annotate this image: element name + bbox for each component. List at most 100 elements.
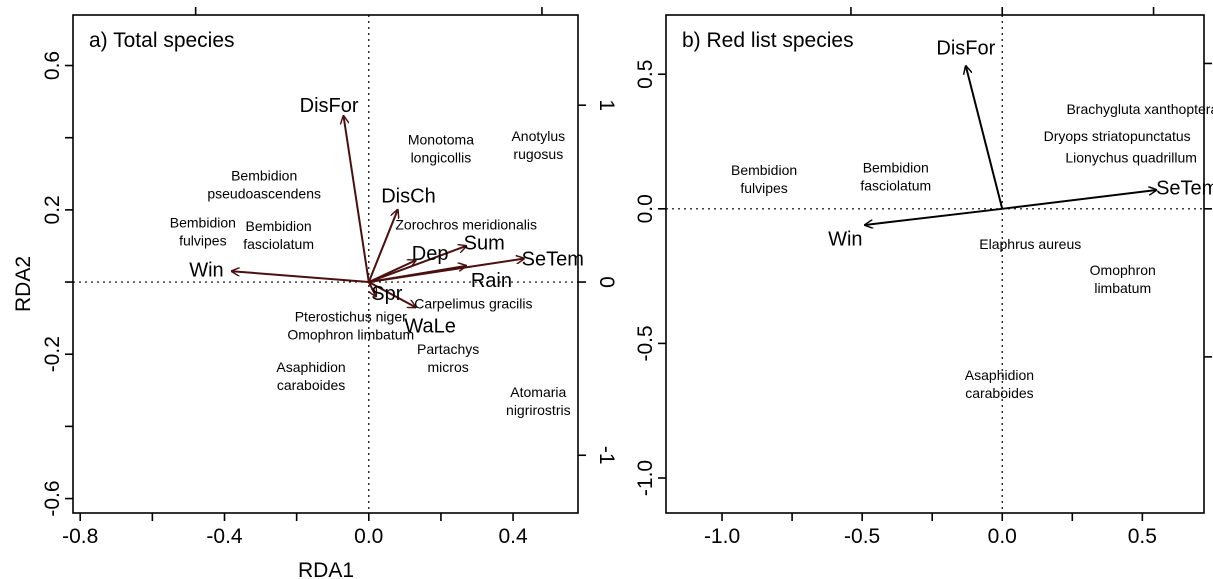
species-label-line: Asaphidion xyxy=(276,359,345,375)
x-tick-label: 0.4 xyxy=(498,525,528,548)
arrow-wale xyxy=(368,281,416,307)
y-tick-label: 0.0 xyxy=(634,194,657,223)
species-label-line: Lionychus quadrillum xyxy=(1065,150,1197,166)
x-tick-label: -0.5 xyxy=(844,525,880,548)
arrow-label-disch: DisCh xyxy=(381,185,435,207)
right-tick-label: 0 xyxy=(595,276,618,288)
species-label: Bembidion fulvipes xyxy=(170,215,236,249)
arrow-label-setem: SeTem xyxy=(1156,177,1213,199)
species-label: Partachys micros xyxy=(417,341,479,375)
x-axis-label: RDA1 xyxy=(298,559,354,579)
x-tick-label: 0.0 xyxy=(354,525,383,548)
y-tick-label: -0.5 xyxy=(634,325,657,361)
species-label: Dryops striatopunctatus xyxy=(1044,128,1191,144)
species-label-line: Monotoma xyxy=(408,132,474,148)
species-label-line: Omophron limbatum xyxy=(287,326,414,342)
species-label: Pterostichus niger Omophron limbatum xyxy=(287,308,414,342)
species-label-line: nigrirostris xyxy=(506,402,571,418)
arrow-win xyxy=(865,207,1003,225)
species-label-line: Omophron xyxy=(1090,262,1156,278)
arrow-label-win: Win xyxy=(189,259,223,281)
species-label-line: longicollis xyxy=(411,150,472,166)
arrow-setem xyxy=(1002,190,1156,210)
species-label-line: micros xyxy=(428,359,469,375)
panel-title: b) Red list species xyxy=(682,29,854,52)
species-label: Bembidion pseudoascendens xyxy=(207,168,321,202)
x-tick-label: -1.0 xyxy=(704,525,740,548)
species-label-line: Dryops striatopunctatus xyxy=(1044,128,1191,144)
species-label: Brachygluta xanthoptera xyxy=(1066,101,1213,117)
arrow-label-disfor: DisFor xyxy=(936,37,995,59)
y-tick-label: 0.6 xyxy=(41,51,64,80)
species-label: Elaphrus aureus xyxy=(979,236,1081,252)
panel-b-red-list-species: b) Red list species -1.0 -0.5 0.0 0.5 -1.0 -0… xyxy=(634,7,1213,548)
origin-lines xyxy=(666,15,1204,513)
species-label-line: Zorochros meridionalis xyxy=(395,216,537,232)
right-tick-label: -1 xyxy=(595,446,618,465)
origin-lines xyxy=(73,15,578,513)
species-label-line: Bembidion xyxy=(863,160,929,176)
arrow-label-setem: SeTem xyxy=(522,249,584,271)
species-label-line: Partachys xyxy=(417,341,479,357)
arrow-sum xyxy=(368,246,466,283)
y-tick-label: -1.0 xyxy=(634,460,657,496)
panel-a-total-species: a) Total species RDA1 RDA2 -0.8 -0.4 0.0 0.… xyxy=(12,7,618,579)
x-tick-label: 0.5 xyxy=(1128,525,1157,548)
species-label-line: Bembidion xyxy=(731,162,797,178)
species-label-line: Brachygluta xanthoptera xyxy=(1066,101,1213,117)
species-label-line: Atomaria xyxy=(510,384,566,400)
species-label-line: Asaphidion xyxy=(965,367,1034,383)
arrow-label-rain: Rain xyxy=(471,270,512,292)
species-label-line: fasciolatum xyxy=(860,178,931,194)
arrows-layer xyxy=(865,66,1156,225)
arrow-label-spr: Spr xyxy=(371,283,402,305)
arrow-label-wale: WaLe xyxy=(404,315,456,337)
species-label: Atomaria nigrirostris xyxy=(506,384,571,418)
species-label-line: Elaphrus aureus xyxy=(979,236,1081,252)
x-tick-label: -0.4 xyxy=(206,525,243,548)
arrow-disch xyxy=(367,210,398,283)
species-label-line: fasciolatum xyxy=(243,236,314,252)
species-label-line: caraboides xyxy=(277,377,346,393)
arrow-disfor xyxy=(966,66,1004,210)
labels-layer: DisFor SeTem Win Brachygluta xanthoptera Dry… xyxy=(731,37,1213,400)
arrow-label-disfor: DisFor xyxy=(300,95,359,117)
species-label: Asaphidion caraboides xyxy=(965,367,1034,401)
x-tick-label: -0.8 xyxy=(62,525,98,548)
arrow-rain xyxy=(368,266,466,284)
arrow-label-win: Win xyxy=(828,228,862,250)
species-label-line: caraboides xyxy=(965,385,1034,401)
y-tick-label: -0.2 xyxy=(41,336,64,372)
species-label-line: Pterostichus niger xyxy=(295,308,407,324)
species-label: Monotoma longicollis xyxy=(408,132,474,166)
panel-title: a) Total species xyxy=(89,29,235,52)
species-label: Lionychus quadrillum xyxy=(1065,150,1197,166)
right-tick-label: 1 xyxy=(595,99,618,111)
species-label-line: Bembidion xyxy=(246,218,312,234)
species-label-line: fulvipes xyxy=(179,233,226,249)
y-tick-label: -0.6 xyxy=(41,480,64,516)
species-label: Bembidion fasciolatum xyxy=(243,218,314,252)
species-label-line: rugosus xyxy=(513,146,563,162)
arrows-layer xyxy=(232,116,524,307)
arrow-label-dep: Dep xyxy=(412,243,449,265)
species-label-line: Anotylus xyxy=(511,128,565,144)
species-label-line: pseudoascendens xyxy=(207,186,321,202)
species-label: Anotylus rugosus xyxy=(511,128,565,162)
plot-frame xyxy=(665,14,1205,514)
species-label: Bembidion fasciolatum xyxy=(860,160,931,194)
arrow-spr xyxy=(367,281,376,296)
species-label: Omophron limbatum xyxy=(1090,262,1156,296)
species-label: Carpelimus gracilis xyxy=(414,296,532,312)
y-axis-label: RDA2 xyxy=(12,256,35,312)
species-label-line: fulvipes xyxy=(740,180,787,196)
species-label-line: limbatum xyxy=(1094,280,1151,296)
arrow-label-sum: Sum xyxy=(464,232,505,254)
species-label: Asaphidion caraboides xyxy=(276,359,345,393)
x-tick-label: 0.0 xyxy=(988,525,1017,548)
ticks-layer: -1.0-0.50.00.5-1.0-0.50.00.5-101 xyxy=(634,7,1212,548)
species-label-line: Carpelimus gracilis xyxy=(414,296,532,312)
y-tick-label: 0.5 xyxy=(634,60,657,89)
species-label-line: Bembidion xyxy=(170,215,236,231)
